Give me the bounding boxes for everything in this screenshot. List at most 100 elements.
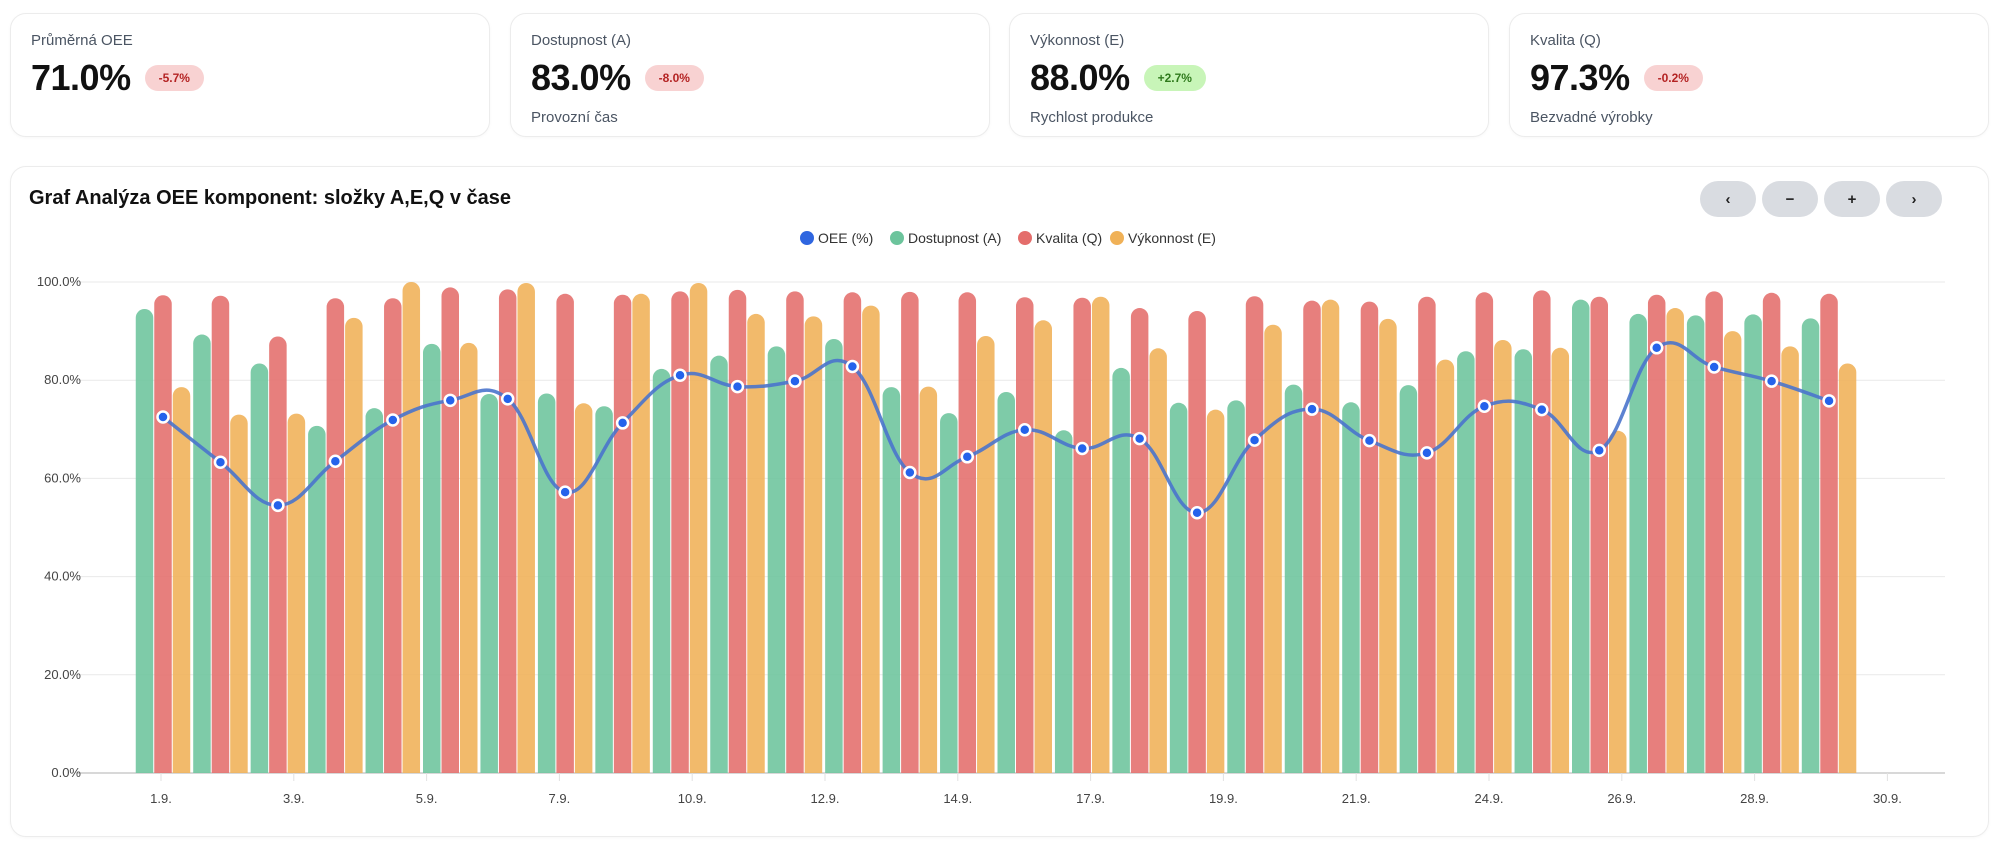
- bar-kvalita-q: [1016, 297, 1034, 773]
- bar-v-konnost-e: [1436, 359, 1455, 773]
- bar-v-konnost-e: [1091, 296, 1110, 773]
- oee-point: [500, 392, 515, 406]
- x-tick-label: 21.9.: [1342, 791, 1371, 806]
- oee-point: [386, 413, 400, 427]
- bar-dostupnost-a: [193, 334, 211, 773]
- bar-dostupnost-a: [1514, 349, 1533, 773]
- y-tick-label: 20.0%: [44, 667, 81, 682]
- legend-label: OEE (%): [818, 230, 873, 246]
- kpi-label: Dostupnost (A): [531, 32, 632, 49]
- bar-kvalita-q: [1533, 290, 1551, 773]
- oee-point: [788, 374, 802, 388]
- zoom-in-button[interactable]: +: [1824, 181, 1880, 217]
- bar-dostupnost-a: [1457, 351, 1475, 773]
- bar-v-konnost-e: [1494, 339, 1512, 773]
- bar-kvalita-q: [326, 298, 345, 773]
- bar-v-konnost-e: [632, 293, 650, 773]
- bar-kvalita-q: [1762, 292, 1781, 773]
- kpi-value: 83.0%: [531, 57, 631, 98]
- bar-kvalita-q: [1188, 310, 1206, 773]
- legend-label: Dostupnost (A): [908, 230, 1001, 246]
- kpi-card-quality: Kvalita (Q) 97.3% -0.2% Bezvadné výrobky: [1509, 13, 1989, 137]
- bar-kvalita-q: [556, 293, 574, 773]
- bar-dostupnost-a: [1284, 384, 1303, 773]
- legend-label: Kvalita (Q): [1036, 230, 1102, 246]
- bar-dostupnost-a: [825, 338, 843, 773]
- bar-kvalita-q: [498, 289, 517, 773]
- oee-point: [1420, 446, 1434, 460]
- oee-point: [960, 450, 975, 464]
- bar-kvalita-q: [211, 295, 230, 773]
- kpi-subtitle: Rychlost produkce: [1030, 109, 1154, 126]
- bar-v-konnost-e: [1609, 430, 1627, 773]
- x-tick-label: 5.9.: [416, 791, 438, 806]
- kpi-delta-badge: +2.7%: [1143, 65, 1206, 91]
- bar-v-konnost-e: [517, 282, 535, 773]
- kpi-label: Kvalita (Q): [1530, 32, 1601, 49]
- kpi-value: 97.3%: [1530, 57, 1630, 98]
- oee-point: [1018, 423, 1032, 437]
- x-tick-label: 1.9.: [150, 791, 172, 806]
- x-tick-label: 28.9.: [1740, 791, 1769, 806]
- bar-kvalita-q: [1647, 294, 1666, 773]
- kpi-value: 88.0%: [1030, 57, 1130, 98]
- kpi-card-performance: Výkonnost (E) 88.0% +2.7% Rychlost produ…: [1009, 13, 1489, 137]
- bar-v-konnost-e: [747, 313, 765, 773]
- bar-v-konnost-e: [230, 414, 248, 773]
- oee-point: [1822, 394, 1836, 408]
- bar-kvalita-q: [1705, 291, 1723, 773]
- bar-kvalita-q: [1360, 301, 1379, 773]
- bar-dostupnost-a: [365, 408, 384, 773]
- next-button[interactable]: ›: [1886, 181, 1942, 217]
- bar-v-konnost-e: [1551, 347, 1570, 773]
- zoom-out-button[interactable]: −: [1762, 181, 1818, 217]
- bar-kvalita-q: [154, 295, 172, 773]
- bar-kvalita-q: [1820, 293, 1838, 773]
- bar-dostupnost-a: [1572, 299, 1590, 773]
- bar-kvalita-q: [1475, 292, 1494, 773]
- oee-point: [730, 379, 745, 394]
- bar-kvalita-q: [1590, 296, 1608, 773]
- oee-point: [1535, 402, 1549, 417]
- kpi-subtitle: Bezvadné výrobky: [1530, 109, 1653, 126]
- bar-dostupnost-a: [250, 363, 269, 773]
- oee-point: [1132, 431, 1147, 446]
- bar-dostupnost-a: [767, 346, 786, 773]
- bar-v-konnost-e: [287, 413, 306, 773]
- oee-point: [615, 416, 630, 430]
- bar-v-konnost-e: [460, 342, 478, 773]
- bar-dostupnost-a: [423, 343, 441, 773]
- bar-v-konnost-e: [1379, 318, 1397, 773]
- bar-dostupnost-a: [1686, 315, 1705, 773]
- bar-v-konnost-e: [977, 336, 995, 773]
- bar-dostupnost-a: [1342, 402, 1360, 773]
- oee-point: [1592, 443, 1606, 458]
- bar-dostupnost-a: [652, 368, 671, 773]
- bar-dostupnost-a: [997, 391, 1015, 773]
- y-tick-label: 0.0%: [51, 765, 81, 780]
- bar-dostupnost-a: [480, 393, 498, 773]
- y-tick-label: 60.0%: [44, 470, 81, 485]
- bar-dostupnost-a: [882, 387, 901, 773]
- chart-title: Graf Analýza OEE komponent: složky A,E,Q…: [29, 187, 512, 209]
- oee-point: [1764, 374, 1779, 388]
- oee-point: [1190, 506, 1204, 520]
- bar-kvalita-q: [384, 298, 402, 773]
- bar-kvalita-q: [269, 336, 287, 773]
- y-tick-label: 80.0%: [44, 372, 81, 387]
- bar-v-konnost-e: [804, 316, 823, 773]
- x-tick-label: 24.9.: [1475, 791, 1504, 806]
- legend-marker: [1018, 231, 1032, 245]
- y-tick-label: 100.0%: [37, 274, 82, 289]
- bar-kvalita-q: [613, 294, 632, 773]
- x-tick-label: 19.9.: [1209, 791, 1238, 806]
- bar-v-konnost-e: [1781, 346, 1799, 773]
- bar-kvalita-q: [1418, 296, 1436, 773]
- bar-v-konnost-e: [172, 387, 191, 773]
- y-tick-label: 40.0%: [44, 569, 81, 584]
- bar-v-konnost-e: [1034, 320, 1052, 773]
- oee-point: [1477, 399, 1492, 413]
- prev-button[interactable]: ‹: [1700, 181, 1756, 217]
- bar-v-konnost-e: [862, 305, 880, 773]
